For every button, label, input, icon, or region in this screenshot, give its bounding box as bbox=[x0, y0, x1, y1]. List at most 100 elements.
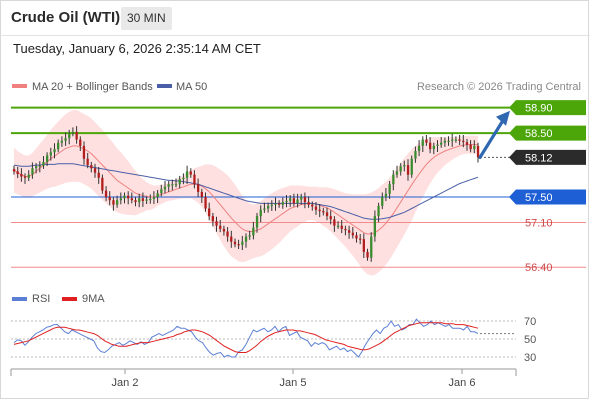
copyright-label: Research © 2026 Trading Central bbox=[417, 81, 581, 93]
candle-body bbox=[46, 155, 49, 162]
candle-body bbox=[278, 203, 281, 205]
x-tick-label: Jan 2 bbox=[112, 377, 139, 389]
candle-body bbox=[119, 198, 122, 201]
candle-body bbox=[307, 202, 310, 205]
candle-body bbox=[82, 145, 86, 159]
candle-body bbox=[436, 144, 439, 146]
candle-body bbox=[171, 184, 174, 186]
candle-body bbox=[134, 200, 137, 203]
candle-body bbox=[458, 139, 461, 141]
candle-body bbox=[270, 204, 273, 206]
candle-body bbox=[16, 171, 19, 174]
candle-body bbox=[86, 158, 89, 166]
candle-body bbox=[244, 236, 248, 242]
candle-body bbox=[64, 138, 67, 141]
candle-body bbox=[388, 184, 391, 194]
candle-body bbox=[462, 140, 465, 143]
candle-body bbox=[285, 200, 288, 203]
bollinger-band-area bbox=[14, 110, 478, 276]
candle-body bbox=[403, 165, 406, 167]
candle-body bbox=[60, 140, 63, 143]
candle-body bbox=[53, 149, 56, 153]
candle-body bbox=[267, 205, 270, 209]
candle-body bbox=[429, 142, 432, 150]
candle-body bbox=[263, 208, 266, 210]
candle-body bbox=[138, 198, 141, 203]
ma50-legend-swatch bbox=[157, 84, 172, 88]
candle-body bbox=[104, 190, 108, 197]
candle-body bbox=[182, 177, 185, 180]
candle-body bbox=[12, 168, 16, 172]
rsi-grid: 70 50 30 bbox=[11, 316, 536, 364]
candle-body bbox=[97, 172, 100, 178]
candle-body bbox=[178, 179, 181, 185]
rsi-tick-label: 30 bbox=[524, 352, 536, 364]
candle-body bbox=[340, 225, 343, 229]
timeframe-button[interactable]: 30 MIN bbox=[121, 7, 172, 30]
rsi-legend-swatch bbox=[12, 297, 27, 301]
datetime-label: Tuesday, January 6, 2026 2:35:14 AM CET bbox=[13, 41, 261, 56]
candle-body bbox=[425, 139, 428, 143]
candle-body bbox=[447, 140, 450, 142]
candle-body bbox=[384, 193, 388, 197]
candle-body bbox=[90, 165, 93, 169]
x-tick-label: Jan 5 bbox=[280, 377, 307, 389]
candle-body bbox=[20, 174, 23, 177]
candle-body bbox=[145, 199, 148, 201]
candle-body bbox=[189, 171, 192, 175]
candle-body bbox=[359, 238, 362, 240]
candle-body bbox=[292, 198, 295, 204]
rsi-ma-legend-swatch bbox=[62, 297, 77, 301]
candle-body bbox=[255, 216, 259, 228]
candle-body bbox=[23, 176, 27, 178]
candle-body bbox=[241, 241, 244, 245]
candle-body bbox=[27, 174, 30, 178]
rsi-lines bbox=[13, 318, 516, 358]
level-tag-bg-58.12 bbox=[509, 149, 586, 165]
candle-body bbox=[392, 174, 395, 185]
candle-body bbox=[454, 139, 458, 141]
candle-body bbox=[156, 193, 159, 197]
x-tick-label: Jan 6 bbox=[449, 377, 476, 389]
rsi-series-9ma bbox=[13, 322, 479, 353]
candle-body bbox=[167, 184, 170, 187]
level-tag-label: 58.12 bbox=[525, 152, 553, 164]
candle-body bbox=[174, 184, 178, 186]
candle-body bbox=[289, 198, 292, 201]
candle-body bbox=[42, 161, 45, 166]
candle-body bbox=[303, 197, 307, 203]
candle-body bbox=[414, 151, 417, 159]
candle-body bbox=[233, 241, 237, 245]
candle-body bbox=[79, 139, 82, 146]
candle-body bbox=[399, 166, 402, 172]
candle-body bbox=[395, 171, 399, 175]
candle-body bbox=[112, 200, 115, 205]
candle-body bbox=[226, 231, 229, 237]
candle-body bbox=[410, 158, 413, 175]
candle-body bbox=[344, 228, 347, 231]
candle-body bbox=[300, 197, 303, 200]
level-tag-bg-57.50 bbox=[509, 189, 586, 205]
candle-body bbox=[116, 200, 119, 205]
candle-body bbox=[348, 230, 351, 233]
candle-body bbox=[230, 236, 233, 242]
candle-body bbox=[259, 209, 262, 217]
candle-body bbox=[57, 142, 60, 150]
x-ticks: Jan 2 Jan 5 Jan 6 bbox=[112, 369, 476, 389]
candle-body bbox=[160, 189, 163, 194]
candle-body bbox=[443, 140, 446, 143]
candle-body bbox=[329, 216, 332, 220]
candle-body bbox=[355, 235, 358, 239]
candle-body bbox=[71, 131, 75, 134]
candle-body bbox=[31, 168, 34, 175]
candle-body bbox=[473, 145, 476, 150]
projection bbox=[478, 110, 510, 159]
candle-body bbox=[451, 139, 454, 141]
candle-body bbox=[421, 139, 424, 146]
candle-body bbox=[185, 171, 189, 178]
candle-body bbox=[469, 144, 472, 150]
candle-body bbox=[68, 133, 71, 139]
rsi-tick-label: 70 bbox=[524, 316, 536, 328]
